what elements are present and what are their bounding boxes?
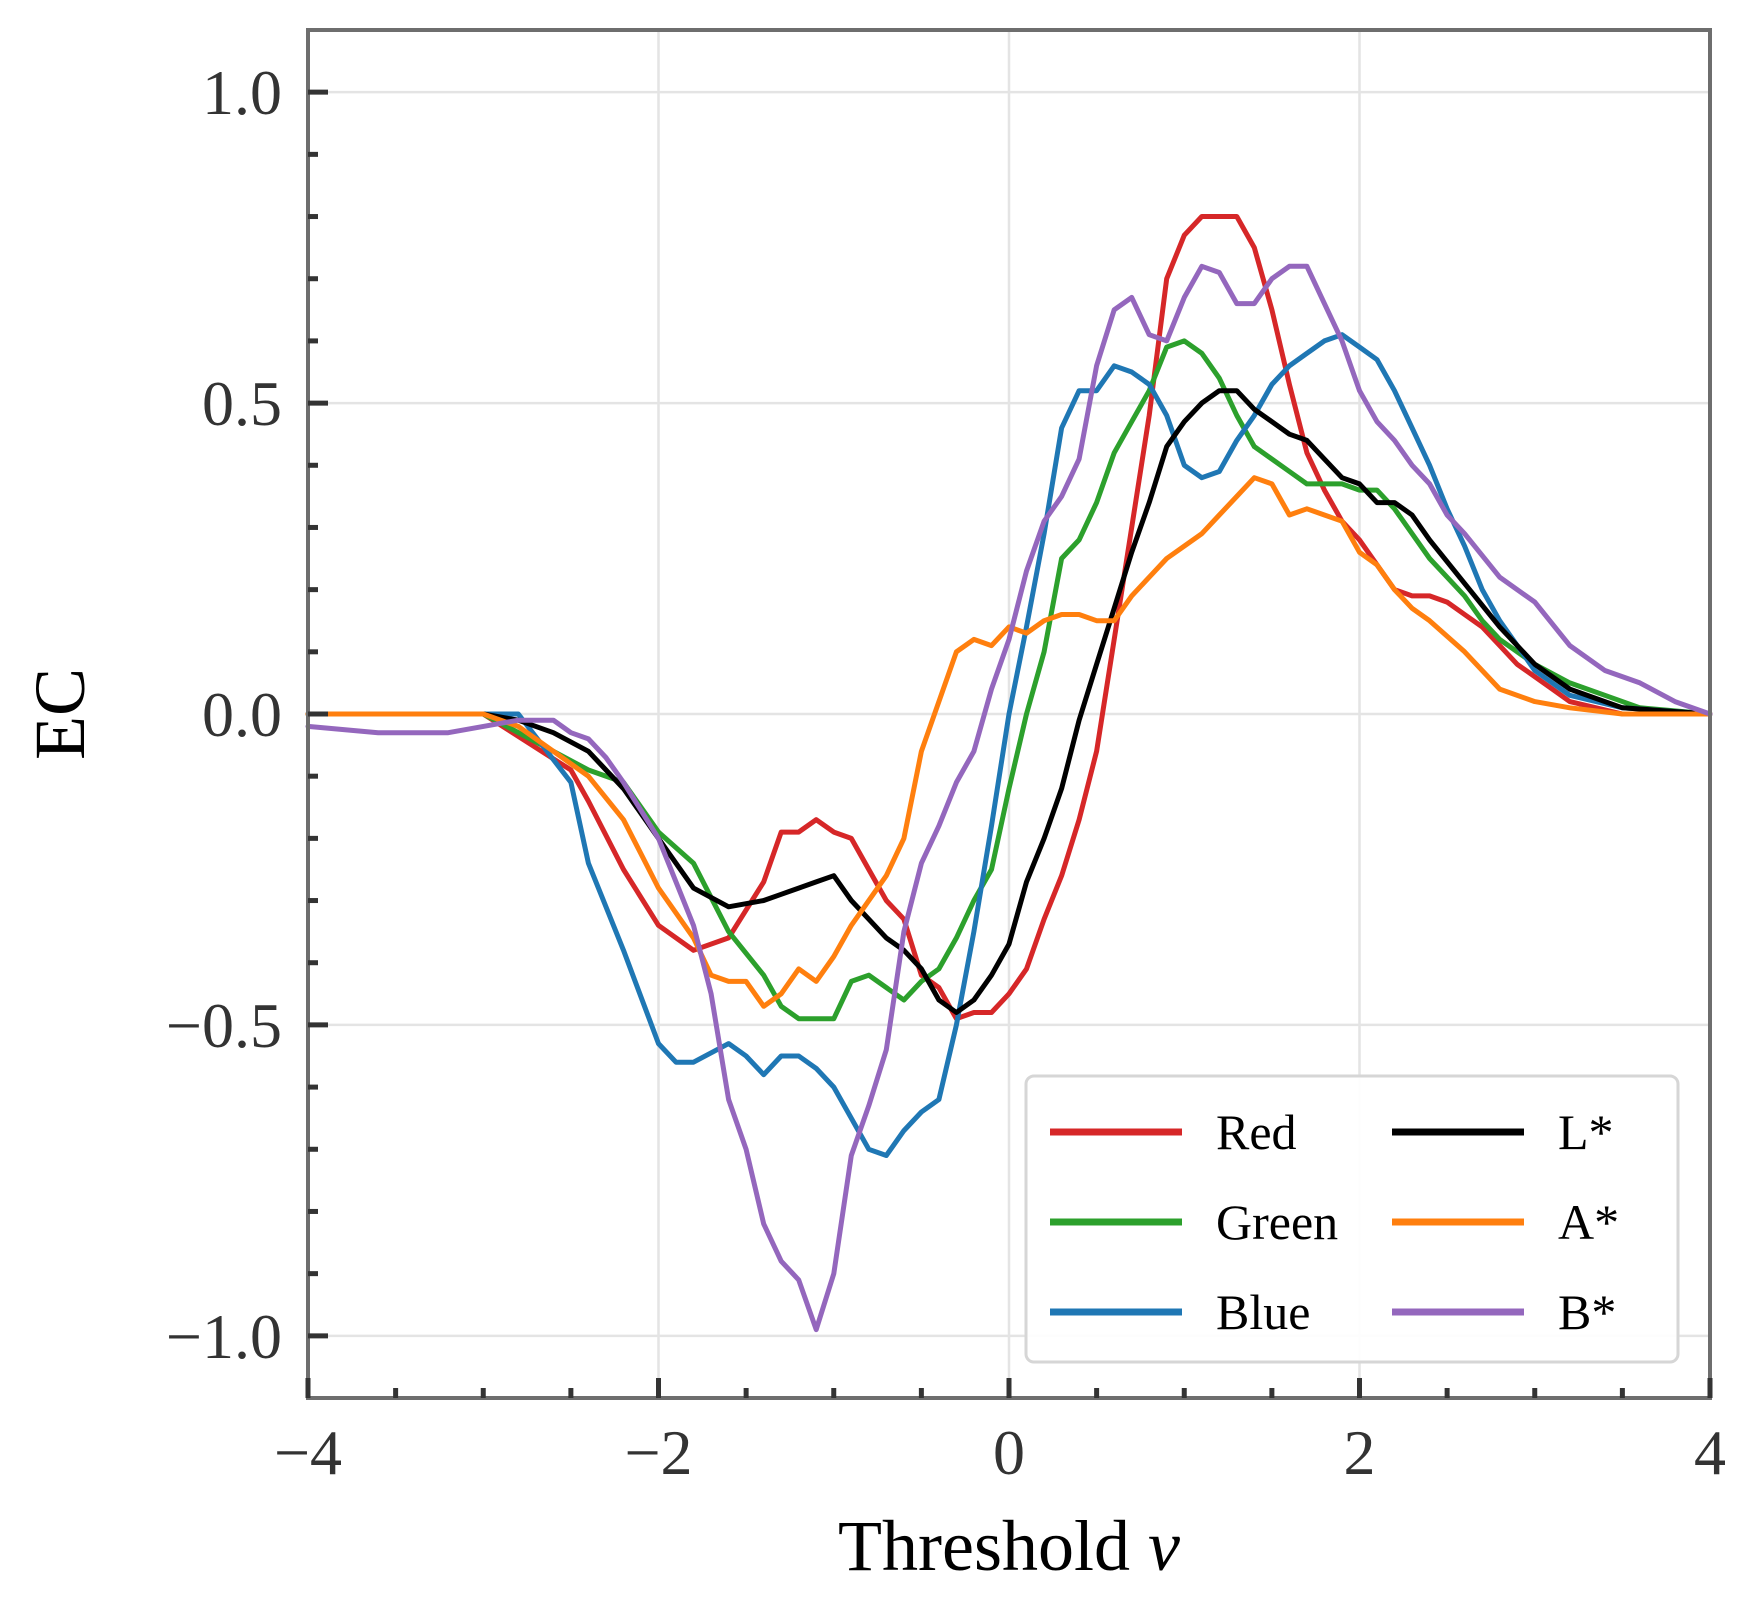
y-tick-label: 0.5: [202, 368, 282, 439]
y-tick-label: 0.0: [202, 679, 282, 750]
y-axis-title: EC: [20, 668, 100, 760]
y-tick-label: 1.0: [202, 57, 282, 128]
legend-label: Blue: [1216, 1284, 1310, 1340]
legend-label: A*: [1558, 1194, 1619, 1250]
x-axis-title-text: Threshold: [838, 1506, 1148, 1586]
x-axis-title-variable: ν: [1148, 1506, 1180, 1586]
tick-labels: −4 −2 0 2 4 1.0 0.5 0.0 −0.5 −1.0: [166, 57, 1726, 1488]
series-line-b: [305, 263, 1713, 1333]
legend-label: B*: [1558, 1284, 1616, 1340]
legend-label: Green: [1216, 1194, 1338, 1250]
x-axis-title: Threshold ν: [838, 1506, 1180, 1586]
legend-label: L*: [1558, 1104, 1614, 1160]
x-tick-label: −2: [624, 1417, 692, 1488]
series-line-a: [305, 475, 1713, 1009]
ticks: [305, 89, 1713, 1398]
legend: Red Green Blue L* A* B*: [1024, 1074, 1680, 1364]
y-tick-label: −1.0: [166, 1301, 282, 1372]
x-tick-label: 4: [1694, 1417, 1726, 1488]
x-tick-label: −4: [274, 1417, 342, 1488]
legend-box: [1024, 1074, 1680, 1364]
series-line-green: [305, 338, 1713, 1022]
series-line-red: [305, 214, 1713, 1022]
x-tick-label: 0: [993, 1417, 1025, 1488]
series-lines: [305, 214, 1713, 1333]
x-tick-label: 2: [1344, 1417, 1376, 1488]
series-line-blue: [305, 332, 1713, 1158]
legend-label: Red: [1216, 1104, 1297, 1160]
y-tick-label: −0.5: [166, 990, 282, 1061]
series-line-l: [305, 388, 1713, 1015]
